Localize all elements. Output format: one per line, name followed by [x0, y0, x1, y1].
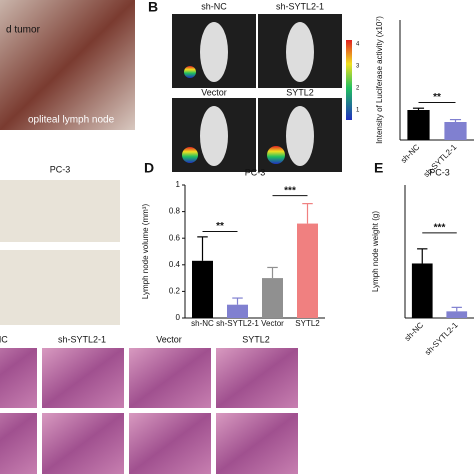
x-tick-label: sh-NC [191, 319, 214, 328]
image-label: sh-NC [201, 1, 227, 11]
bar [446, 311, 468, 318]
x-tick-label: sh-NC [403, 320, 426, 343]
mouse [200, 106, 228, 166]
significance-label: *** [284, 185, 296, 196]
significance-label: ** [216, 221, 224, 232]
image-label: Vector [201, 87, 227, 97]
x-tick-label: SYTL2 [295, 319, 320, 328]
significance-label: ** [433, 92, 441, 103]
y-axis-label: Intensity of Luciferase activity (x10⁷) [375, 16, 384, 144]
colorbar-tick: 1 [356, 108, 360, 114]
y-tick-label: 0.6 [169, 233, 181, 242]
colorbar [346, 40, 352, 120]
panel-letter: E [374, 160, 383, 176]
node-photo [0, 250, 120, 325]
y-tick-label: 0.2 [169, 287, 181, 296]
chart-title: PC-3 [245, 167, 266, 177]
histology-label: Vector [156, 334, 182, 344]
y-tick-label: 0 [176, 313, 181, 322]
y-tick-label: 0.4 [169, 260, 181, 269]
x-tick-label: sh-SYTL2-1 [423, 320, 460, 357]
panel-letter: D [144, 160, 154, 176]
bar [411, 263, 433, 318]
panel-title: PC-3 [50, 164, 71, 174]
histology-image [0, 348, 37, 408]
mouse [286, 22, 314, 82]
signal [267, 146, 285, 164]
histology-image [0, 413, 37, 474]
histology-image [42, 348, 124, 408]
signal [182, 147, 198, 163]
image-label: sh-SYTL2-1 [276, 1, 324, 11]
histology-image [216, 413, 298, 474]
histology-image [216, 348, 298, 408]
y-tick-label: 0.8 [169, 207, 181, 216]
bar [297, 223, 318, 318]
photo-label: opliteal lymph node [28, 115, 115, 126]
image-label: SYTL2 [286, 87, 314, 97]
histology-label: sh-NC [0, 334, 8, 344]
tumor-photo [0, 0, 135, 130]
signal [184, 66, 196, 78]
histology-label: sh-SYTL2-1 [58, 334, 106, 344]
panel-letter: B [148, 0, 158, 15]
x-tick-label: sh-SYTL2-1 [216, 319, 259, 328]
mouse [286, 106, 314, 166]
histology-image [129, 413, 211, 474]
colorbar-tick: 4 [356, 42, 360, 48]
x-tick-label: Vector [261, 319, 284, 328]
y-axis-label: Lymph node volume (mm³) [141, 204, 150, 300]
histology-label: SYTL2 [242, 334, 270, 344]
bar [192, 260, 213, 318]
node-photo [0, 180, 120, 242]
photo-label: d tumor [6, 25, 41, 36]
bar [227, 304, 248, 318]
histology-image [129, 348, 211, 408]
colorbar-tick: 2 [356, 86, 360, 92]
y-tick-label: 1 [176, 180, 181, 189]
bar [444, 122, 467, 140]
y-axis-label: Lymph node weight (g) [371, 211, 380, 292]
histology-image [42, 413, 124, 474]
bar [407, 110, 430, 140]
bar [262, 278, 283, 318]
colorbar-tick: 3 [356, 64, 360, 70]
significance-label: *** [434, 223, 446, 234]
x-tick-label: sh-NC [399, 142, 422, 165]
chart-title: PC-3 [429, 167, 450, 177]
mouse [200, 22, 228, 82]
